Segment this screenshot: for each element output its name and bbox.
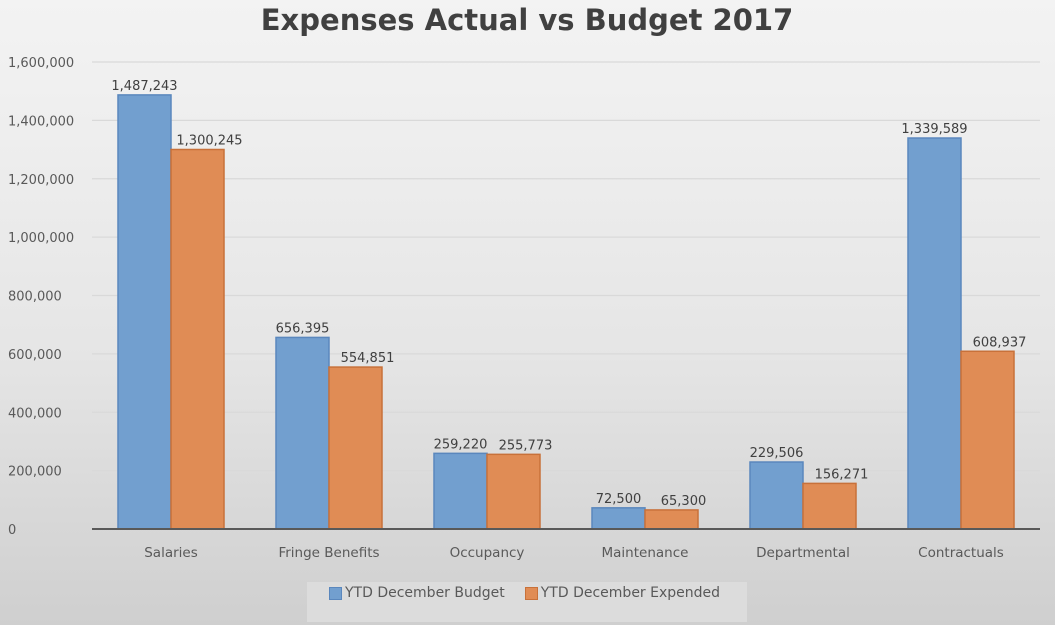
bar-expended bbox=[960, 350, 1015, 530]
data-label: 1,300,245 bbox=[176, 133, 242, 148]
data-label: 656,395 bbox=[276, 321, 330, 336]
data-label: 65,300 bbox=[661, 494, 707, 509]
data-label: 255,773 bbox=[499, 438, 553, 453]
bar-budget bbox=[907, 137, 962, 530]
data-label: 554,851 bbox=[341, 351, 395, 366]
x-tick-label: Departmental bbox=[756, 545, 850, 561]
legend-label-expended: YTD December Expended bbox=[540, 585, 721, 601]
data-label: 608,937 bbox=[973, 335, 1027, 350]
bar-expended bbox=[328, 366, 383, 530]
legend: YTD December Budget YTD December Expende… bbox=[307, 582, 747, 622]
legend-item-expended[interactable]: YTD December Expended bbox=[524, 585, 721, 601]
y-axis: 0 200,000 400,000 600,000 800,000 1,000,000 1,… bbox=[8, 56, 74, 538]
y-tick-label: 1,400,000 bbox=[8, 114, 74, 129]
data-label: 72,500 bbox=[596, 492, 642, 507]
bar-expended bbox=[486, 453, 541, 530]
legend-swatch-budget bbox=[329, 586, 342, 600]
y-tick-label: 400,000 bbox=[8, 406, 62, 421]
legend-swatch-expended bbox=[524, 586, 538, 600]
x-tick-label: Contractuals bbox=[918, 545, 1004, 561]
x-tick-label: Salaries bbox=[144, 545, 198, 561]
gridlines bbox=[92, 61, 1040, 472]
x-axis: Salaries Fringe Benefits Occupancy Maintena… bbox=[144, 545, 1004, 561]
bar-budget bbox=[433, 452, 488, 530]
data-labels: 1,487,243 1,300,245 656,395 554,851 259,220 2… bbox=[111, 79, 1026, 509]
y-tick-label: 1,600,000 bbox=[8, 56, 74, 71]
x-tick-label: Maintenance bbox=[602, 545, 689, 561]
y-tick-label: 800,000 bbox=[8, 290, 62, 305]
legend-label-budget: YTD December Budget bbox=[345, 585, 505, 601]
y-tick-label: 0 bbox=[8, 523, 16, 538]
y-tick-label: 1,200,000 bbox=[8, 173, 74, 188]
y-tick-label: 1,000,000 bbox=[8, 231, 74, 246]
bar-budget bbox=[591, 507, 646, 530]
x-tick-label: Fringe Benefits bbox=[278, 545, 379, 561]
data-label: 1,487,243 bbox=[111, 79, 177, 94]
y-tick-label: 200,000 bbox=[8, 465, 62, 480]
bar-expended bbox=[170, 148, 225, 530]
x-tick-label: Occupancy bbox=[450, 545, 525, 561]
bars bbox=[117, 94, 1015, 530]
bar-budget bbox=[749, 461, 804, 530]
chart-title: Expenses Actual vs Budget 2017 bbox=[261, 3, 794, 37]
y-tick-label: 600,000 bbox=[8, 348, 62, 363]
data-label: 1,339,589 bbox=[901, 122, 967, 137]
data-label: 229,506 bbox=[750, 446, 804, 461]
bar-expended bbox=[802, 482, 857, 530]
bar-budget bbox=[275, 336, 330, 530]
bar-expended bbox=[644, 509, 699, 530]
data-label: 259,220 bbox=[434, 437, 488, 452]
bar-budget bbox=[117, 94, 172, 530]
legend-item-budget[interactable]: YTD December Budget bbox=[329, 585, 505, 601]
data-label: 156,271 bbox=[815, 467, 869, 482]
